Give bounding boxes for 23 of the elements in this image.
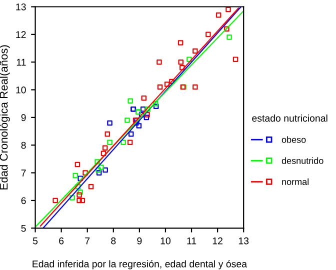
y-tick-label: 7 — [21, 170, 26, 176]
y-tick-label: 9 — [21, 114, 26, 122]
y-tick-label: 11 — [16, 58, 26, 66]
x-tick-label: 6 — [59, 237, 64, 244]
x-tick-label: 7 — [85, 238, 90, 244]
x-tick-label: 12 — [212, 237, 222, 244]
x-tick-label: 5 — [32, 238, 38, 244]
legend-label: normal — [282, 178, 309, 185]
x-tick-label: 13 — [238, 237, 249, 244]
y-tick-label: 12 — [16, 31, 26, 38]
y-tick-label: 6 — [21, 197, 26, 204]
x-tick-label: 9 — [137, 237, 142, 244]
y-tick-label: 10 — [16, 86, 26, 94]
y-tick-label: 5 — [21, 224, 26, 232]
legend-label: obeso — [282, 136, 306, 143]
x-axis-title: Edad inferida por la regresión, edad dental y ósea — [32, 260, 248, 270]
y-tick-label: 8 — [21, 142, 26, 149]
x-tick-label: 8 — [111, 237, 116, 244]
x-tick-label: 10 — [160, 237, 171, 244]
legend-title: estado nutricional — [252, 114, 328, 122]
legend-label: desnutrido — [282, 157, 324, 164]
y-tick-label: 13 — [16, 3, 26, 10]
x-tick-label: 11 — [187, 238, 196, 244]
